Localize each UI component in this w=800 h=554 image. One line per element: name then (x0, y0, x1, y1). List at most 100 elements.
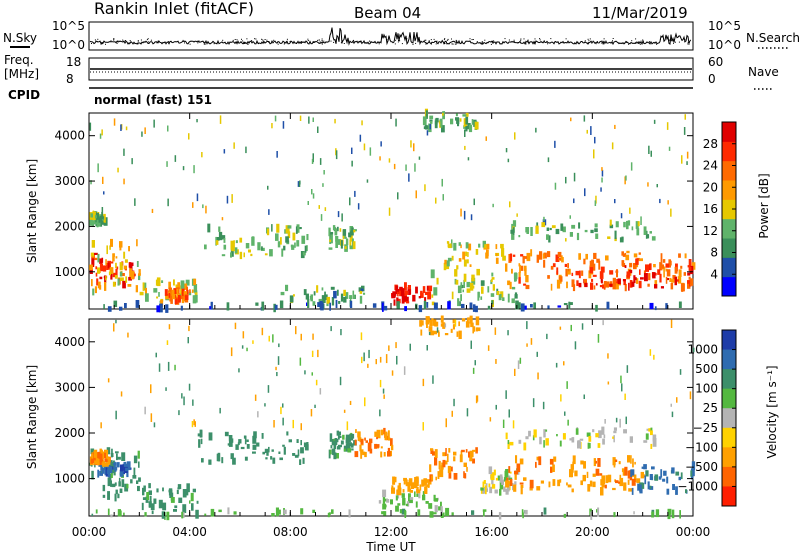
scatter-cell (686, 161, 688, 165)
data-cell (525, 436, 529, 440)
data-cell (495, 477, 498, 481)
search-noise-dot (471, 39, 473, 41)
search-noise-dot (341, 42, 343, 44)
search-noise-dot (447, 39, 449, 41)
data-cell (119, 306, 123, 311)
freq-left-tick-bottom: 8 (66, 72, 74, 86)
data-cell (230, 240, 235, 250)
scatter-cell (530, 338, 533, 345)
data-cell (626, 250, 630, 254)
search-noise-dot (353, 39, 354, 41)
freq-right-tick-bottom: 0 (708, 72, 716, 86)
scatter-cell (464, 145, 466, 150)
data-cell (685, 489, 688, 494)
data-cell (285, 225, 290, 234)
search-noise-dot (378, 43, 380, 45)
data-cell (367, 442, 372, 452)
data-cell (360, 439, 364, 445)
x-tick-label: 20:00 (575, 525, 610, 539)
search-noise-dot (640, 40, 642, 42)
scatter-cell (196, 119, 198, 123)
search-noise-dot (687, 41, 689, 43)
data-cell (124, 483, 129, 492)
data-cell (532, 435, 535, 441)
data-cell (654, 284, 658, 289)
scatter-cell (505, 148, 508, 153)
data-cell (115, 451, 119, 454)
data-cell (615, 480, 619, 484)
data-cell (344, 246, 347, 250)
data-cell (289, 295, 294, 303)
data-cell (546, 227, 550, 231)
scatter-cell (543, 216, 545, 222)
scatter-cell (349, 400, 352, 405)
search-noise-dot (170, 40, 172, 42)
data-cell (421, 479, 424, 487)
scatter-cell (125, 126, 128, 131)
data-cell (102, 265, 107, 272)
scatter-cell (566, 381, 568, 389)
data-cell (556, 434, 558, 437)
x-tick-label: 00:00 (676, 525, 711, 539)
data-cell (663, 269, 665, 278)
scatter-cell (526, 343, 528, 347)
scatter-cell (349, 197, 351, 206)
data-cell (607, 474, 612, 483)
scatter-cell (395, 342, 397, 349)
search-noise-dot (469, 38, 471, 40)
data-cell (462, 289, 464, 293)
data-cell (465, 112, 469, 117)
velocity-colorbar-tick-label: −500 (685, 460, 718, 474)
search-noise-dot (565, 38, 567, 40)
scatter-cell (536, 351, 538, 357)
data-cell (596, 258, 600, 263)
data-cell (488, 466, 493, 475)
data-cell (635, 258, 639, 265)
search-noise-dot (636, 41, 638, 43)
data-cell (541, 222, 546, 228)
data-cell (510, 229, 514, 234)
data-cell (107, 262, 110, 269)
data-cell (301, 235, 306, 244)
scatter-cell (231, 194, 233, 203)
data-cell (153, 498, 157, 504)
data-cell (94, 460, 98, 465)
data-cell (186, 483, 190, 493)
data-cell (518, 277, 521, 284)
data-cell (320, 302, 324, 311)
data-cell (372, 303, 377, 308)
data-cell (654, 306, 657, 311)
scatter-cell (570, 117, 572, 122)
data-cell (648, 485, 652, 489)
data-cell (150, 503, 155, 511)
data-cell (378, 500, 382, 504)
data-cell (110, 271, 113, 280)
data-cell (139, 291, 144, 296)
data-cell (645, 470, 649, 477)
power-colorbar-tick-label: 12 (703, 224, 718, 238)
search-noise-dot (513, 39, 515, 41)
data-cell (333, 452, 337, 460)
scatter-cell (234, 322, 237, 330)
data-cell (492, 284, 495, 291)
y-tick-label: 2000 (54, 426, 85, 440)
scatter-cell (581, 323, 584, 330)
data-cell (148, 490, 152, 495)
data-cell (399, 288, 402, 297)
data-cell (448, 243, 452, 249)
data-cell (471, 510, 475, 515)
search-noise-dot (624, 42, 626, 44)
search-noise-dot (517, 42, 519, 44)
data-cell (409, 490, 413, 493)
data-cell (612, 436, 614, 439)
data-cell (120, 277, 124, 281)
scatter-cell (315, 379, 318, 386)
data-cell (576, 232, 580, 241)
data-cell (91, 454, 94, 459)
scatter-cell (693, 347, 695, 353)
data-cell (569, 469, 573, 478)
data-cell (228, 440, 233, 447)
data-cell (578, 222, 581, 229)
data-cell (433, 287, 438, 296)
data-cell (422, 491, 425, 499)
